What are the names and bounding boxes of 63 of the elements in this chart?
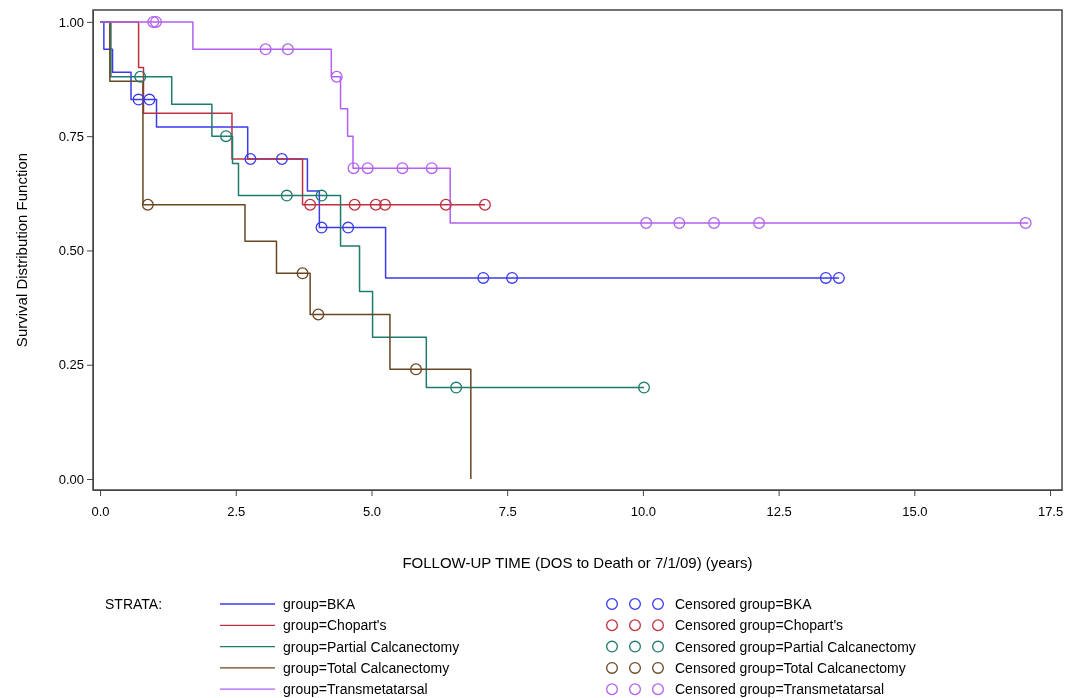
point bbox=[315, 189, 328, 202]
point bbox=[708, 217, 721, 230]
point bbox=[753, 217, 766, 230]
legend-label: group=Partial Calcanectomy bbox=[283, 638, 460, 655]
y-tick-label: 1.00 bbox=[58, 14, 84, 30]
y-tick-label: 0.00 bbox=[58, 471, 84, 487]
x-tick-label: 15.0 bbox=[902, 503, 928, 519]
point bbox=[396, 162, 409, 175]
legend-label: Censored group=Partial Calcanectomy bbox=[675, 638, 916, 655]
point bbox=[640, 217, 653, 230]
legend-label: Censored group=Total Calcanectomy bbox=[675, 659, 906, 676]
point bbox=[506, 271, 519, 284]
legend-label: group=BKA bbox=[283, 596, 356, 612]
point bbox=[450, 381, 463, 394]
point bbox=[361, 162, 374, 175]
point bbox=[281, 43, 294, 56]
legend-label: Censored group=BKA bbox=[675, 596, 813, 612]
x-axis-title: FOLLOW-UP TIME (DOS to Death or 7/1/09) (years) bbox=[402, 554, 753, 571]
point bbox=[132, 93, 145, 106]
point bbox=[143, 93, 156, 106]
point bbox=[410, 363, 422, 376]
x-tick-label: 0.0 bbox=[91, 503, 110, 519]
legend-label: group=Chopart's bbox=[283, 617, 387, 634]
legend-label: group=Total Calcanectomy bbox=[283, 659, 450, 676]
point bbox=[347, 162, 360, 175]
point bbox=[275, 153, 288, 166]
point bbox=[259, 43, 272, 56]
legend-label: group=Transmetatarsal bbox=[283, 681, 428, 698]
point bbox=[134, 70, 147, 83]
legend-title: STRATA: bbox=[105, 596, 163, 612]
point bbox=[348, 198, 361, 211]
point bbox=[478, 198, 491, 211]
point bbox=[342, 221, 355, 234]
x-tick-label: 12.5 bbox=[766, 503, 792, 519]
y-tick-label: 0.75 bbox=[58, 128, 84, 144]
point bbox=[220, 130, 232, 143]
point bbox=[379, 198, 392, 211]
x-tick-label: 17.5 bbox=[1037, 503, 1064, 519]
point bbox=[369, 198, 382, 211]
y-tick-label: 0.25 bbox=[58, 357, 84, 373]
point bbox=[439, 198, 452, 211]
point bbox=[832, 271, 845, 284]
point bbox=[673, 217, 686, 230]
legend-label: Censored group=Transmetatarsal bbox=[675, 681, 885, 698]
point bbox=[141, 198, 154, 211]
y-tick-label: 0.50 bbox=[58, 243, 84, 259]
point bbox=[312, 308, 325, 321]
point bbox=[296, 267, 309, 280]
point bbox=[315, 221, 328, 234]
x-tick-label: 7.5 bbox=[498, 503, 517, 519]
point bbox=[330, 70, 343, 83]
point bbox=[304, 198, 317, 211]
legend-label: Censored group=Chopart's bbox=[675, 617, 844, 634]
point bbox=[638, 381, 650, 394]
point bbox=[477, 271, 490, 284]
y-axis-title: Survival Distribution Function bbox=[13, 152, 30, 348]
x-tick-label: 5.0 bbox=[362, 503, 382, 519]
x-tick-label: 2.5 bbox=[227, 503, 246, 519]
point bbox=[244, 153, 257, 166]
point bbox=[280, 189, 293, 202]
point bbox=[819, 271, 832, 284]
x-tick-label: 10.0 bbox=[630, 503, 657, 519]
point bbox=[425, 162, 438, 175]
